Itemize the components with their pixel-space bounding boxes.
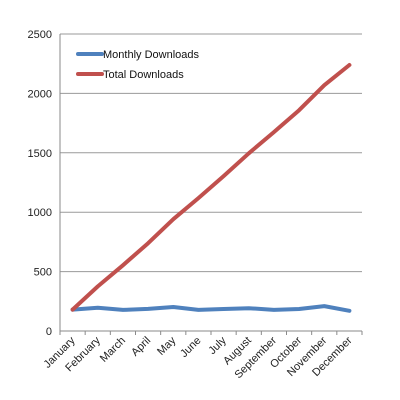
grid [60,33,362,273]
y-tick-label: 0 [46,326,52,338]
y-tick-label: 1000 [28,207,52,219]
y-tick-label: 2500 [28,29,52,41]
y-tick-label: 2000 [28,88,52,100]
y-tick-label: 500 [34,267,52,279]
legend-label: Monthly Downloads [103,49,199,61]
y-tick-label: 1500 [28,148,52,160]
series-line-2 [70,63,352,312]
legend: Monthly Downloads Total Downloads [76,49,199,81]
legend-label: Total Downloads [103,69,184,81]
x-tick-label: March [98,335,128,365]
series-line-1 [70,304,352,313]
x-tick-label: May [155,334,179,358]
series-lines [70,63,352,313]
axes: 05001000150020002500JanuaryFebruaryMarch… [28,29,363,381]
x-tick-label: April [129,335,153,359]
x-tick-label: June [178,335,203,360]
